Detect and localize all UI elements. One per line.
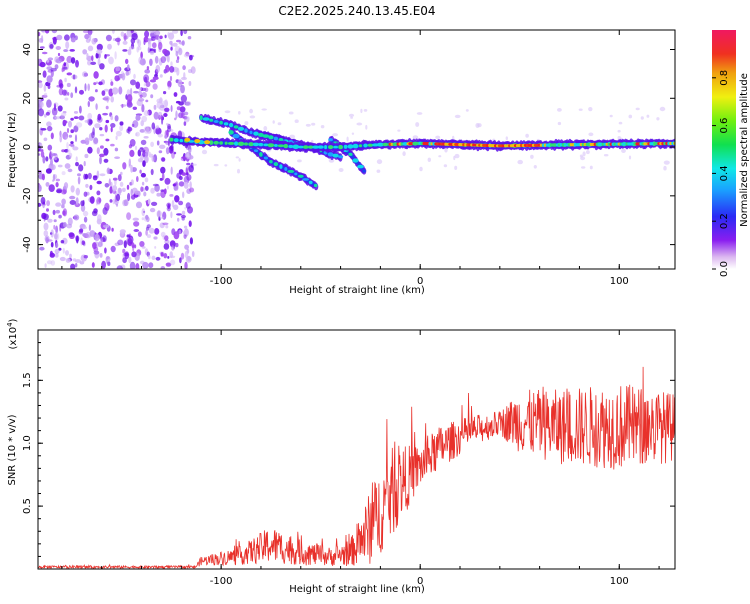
snr-xlabel: Height of straight line (km) bbox=[289, 584, 425, 595]
spectrogram-x-tick-label: 0 bbox=[417, 276, 423, 287]
spectrogram-y-tick-label: -20 bbox=[22, 188, 33, 204]
spectrogram-x-tick-label: -100 bbox=[210, 276, 233, 287]
colorbar-tick-label: 0.4 bbox=[719, 165, 730, 181]
colorbar-tick-label: 0.0 bbox=[719, 261, 730, 277]
colorbar-label: Normalized spectral amplitude bbox=[739, 73, 750, 227]
spectrogram-y-tick-label: 0 bbox=[22, 144, 33, 150]
snr-series-line bbox=[38, 366, 675, 569]
snr-panel: -100 0 100 0.5 1.0 1.5 Height of straight lin… bbox=[6, 318, 676, 595]
snr-ylabel: SNR (10 * v/v) bbox=[7, 414, 18, 485]
snr-multiplier-base: (x10 bbox=[8, 327, 19, 350]
colorbar-tick-label: 0.6 bbox=[719, 118, 730, 134]
snr-y-tick-label: 1.0 bbox=[22, 435, 33, 451]
snr-x-tick-label: 100 bbox=[610, 576, 629, 587]
colorbar-tick-label: 0.8 bbox=[719, 70, 730, 86]
spectrogram-y-tick-label: 40 bbox=[22, 43, 33, 56]
snr-y-tick-label: 0.5 bbox=[22, 498, 33, 514]
snr-x-tick-label: 0 bbox=[417, 576, 423, 587]
colorbar-tick-label: 0.2 bbox=[719, 213, 730, 229]
figure-title: C2E2.2025.240.13.45.E04 bbox=[278, 4, 435, 18]
snr-multiplier-exp: 4 bbox=[6, 322, 14, 327]
spectrogram-panel: -100 0 100 -40 -20 0 20 40 Height of straight l… bbox=[7, 29, 676, 296]
spectrogram-y-tick-label: 20 bbox=[22, 92, 33, 105]
colorbar: 0.0 0.2 0.4 0.6 0.8 Normalized spectral ampl… bbox=[712, 30, 750, 277]
spectrogram-frame bbox=[37, 29, 676, 270]
spectrogram-signal bbox=[169, 106, 675, 191]
snr-multiplier: (x104) bbox=[6, 318, 19, 349]
snr-multiplier-close: ) bbox=[8, 318, 19, 322]
spectrogram-ylabel: Frequency (Hz) bbox=[7, 112, 18, 188]
colorbar-gradient bbox=[712, 30, 736, 269]
snr-frame bbox=[37, 329, 676, 570]
snr-x-tick-label: -100 bbox=[210, 576, 233, 587]
snr-axis-ticks: -100 0 100 0.5 1.0 1.5 bbox=[22, 330, 675, 587]
colorbar-ticks: 0.0 0.2 0.4 0.6 0.8 bbox=[712, 70, 730, 277]
snr-y-tick-label: 1.5 bbox=[22, 372, 33, 388]
spectrogram-x-tick-label: 100 bbox=[610, 276, 629, 287]
spectrogram-y-tick-label: -40 bbox=[22, 236, 33, 252]
spectrogram-xlabel: Height of straight line (km) bbox=[289, 285, 425, 296]
spectrogram-noise-region bbox=[38, 30, 196, 269]
